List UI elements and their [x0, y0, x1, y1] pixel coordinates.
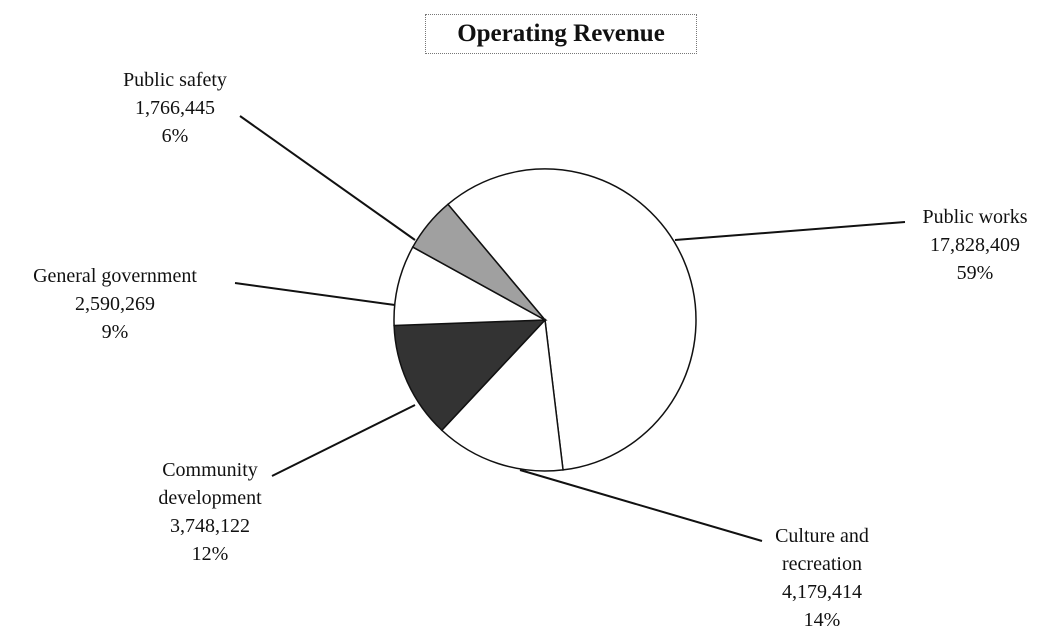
pie-slice: [446, 168, 697, 471]
value-label: 2,590,269: [75, 293, 155, 315]
slice-label: Community development 3,748,122 12%: [130, 456, 290, 568]
leader-line: [674, 221, 906, 241]
pie-slice: [440, 318, 564, 472]
leader-line: [519, 469, 763, 542]
value-label: 17,828,409: [930, 234, 1020, 256]
category-label: Public works: [922, 206, 1028, 228]
value-label: 4,179,414: [782, 581, 862, 603]
value-label: 1,766,445: [135, 97, 215, 119]
slice-label: General government 2,590,269 9%: [0, 262, 235, 346]
category-label: General government: [33, 265, 197, 287]
percent-label: 14%: [803, 609, 841, 631]
value-label: 3,748,122: [170, 515, 250, 537]
leader-line: [239, 115, 416, 241]
pie-slice: [411, 203, 546, 321]
category-label: Culture and recreation: [775, 525, 869, 575]
pie-slice: [393, 319, 547, 432]
chart-title: Operating Revenue: [425, 14, 697, 54]
leader-line: [234, 282, 396, 306]
category-label: Public safety: [123, 69, 227, 91]
category-label: Community development: [158, 459, 262, 509]
slice-label: Public works 17,828,409 59%: [890, 203, 1043, 287]
percent-label: 59%: [956, 262, 994, 284]
percent-label: 6%: [161, 125, 189, 147]
slice-label: Public safety 1,766,445 6%: [75, 66, 275, 150]
percent-label: 12%: [191, 543, 229, 565]
leader-line: [271, 404, 416, 477]
slice-label: Culture and recreation 4,179,414 14%: [747, 522, 897, 634]
percent-label: 9%: [101, 321, 129, 343]
